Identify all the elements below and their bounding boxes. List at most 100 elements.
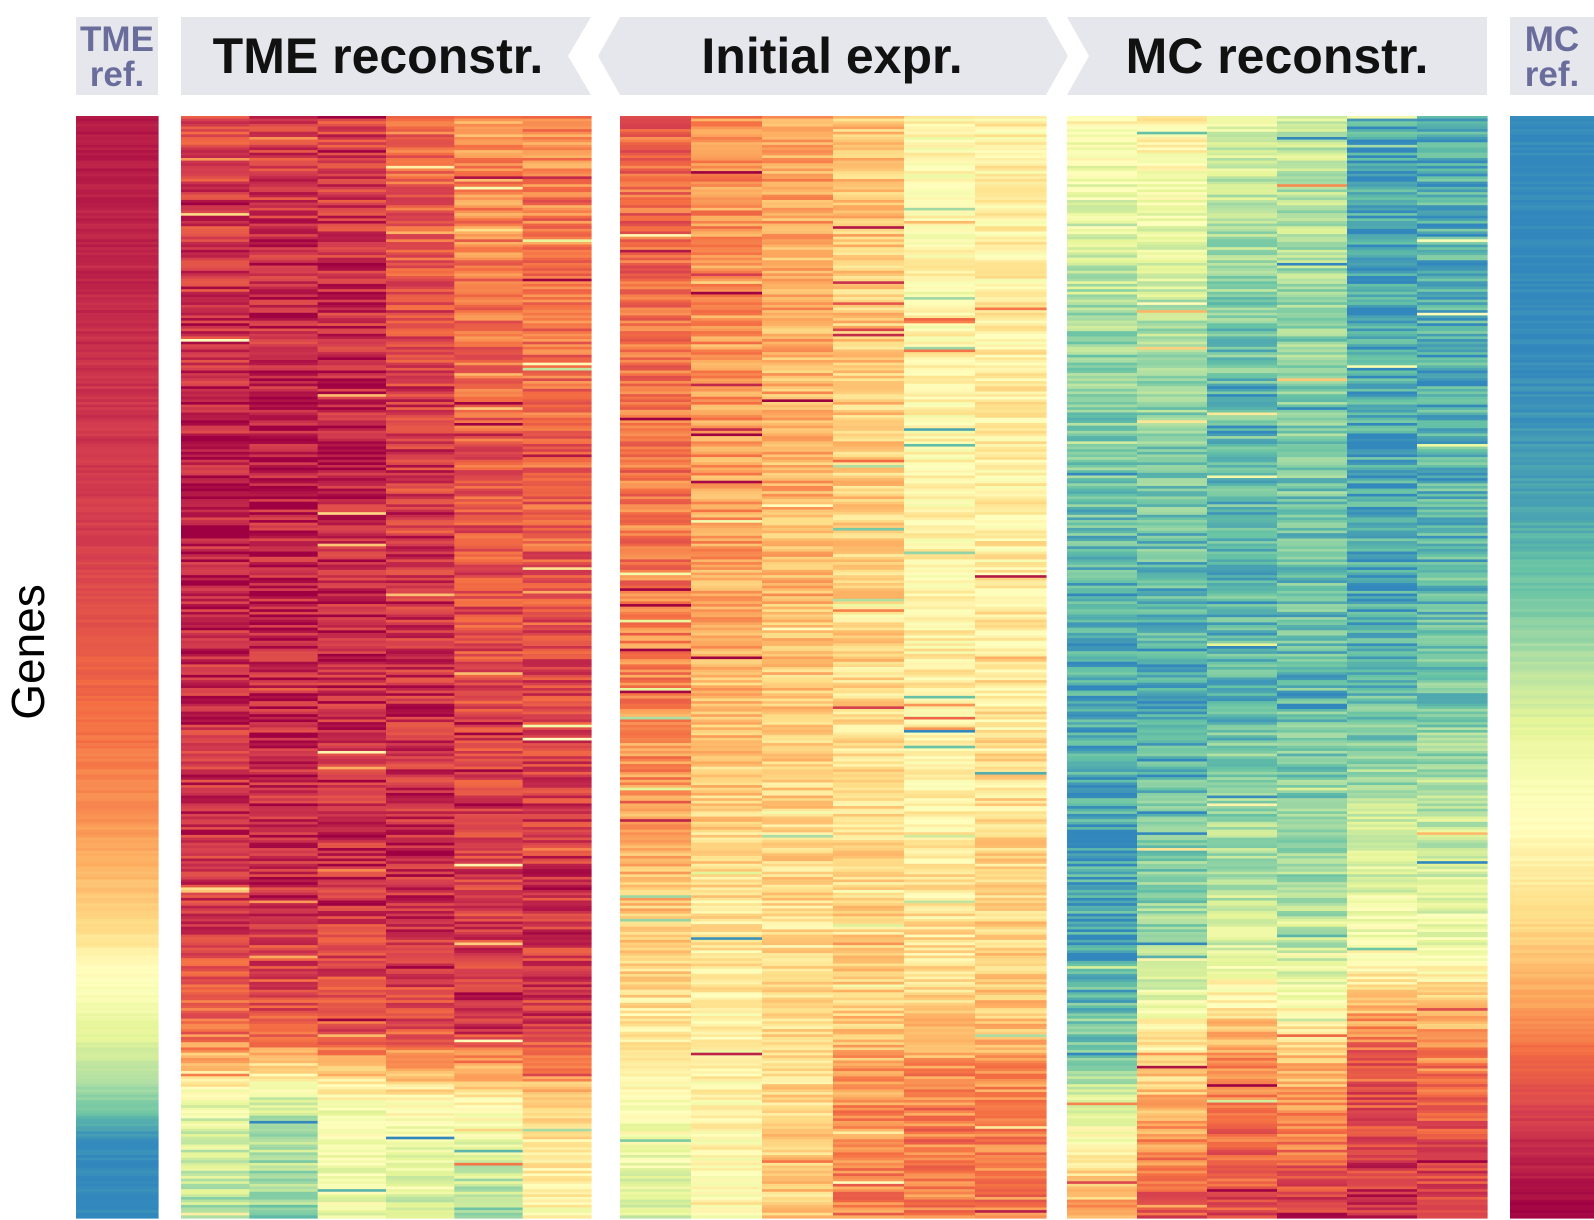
- heatmap-cell: [181, 472, 250, 477]
- heatmap-cell: [386, 842, 455, 847]
- heatmap-cell: [620, 861, 692, 865]
- heatmap-cell: [833, 716, 905, 721]
- heatmap-cell: [317, 690, 387, 694]
- heatmap-cell: [249, 958, 319, 962]
- heatmap-cell: [454, 1023, 524, 1028]
- heatmap-cell: [181, 556, 250, 561]
- heatmap-cell: [691, 367, 763, 372]
- heatmap-cell: [522, 963, 592, 967]
- heatmap-cell: [620, 409, 692, 414]
- heatmap-cell: [454, 850, 524, 854]
- heatmap-cell: [386, 163, 455, 167]
- heatmap-cell: [833, 328, 905, 332]
- heatmap-cell: [249, 273, 319, 277]
- heatmap-cell: [904, 504, 976, 508]
- heatmap-cell: [76, 184, 159, 188]
- heatmap-cell: [454, 241, 524, 246]
- heatmap-cell: [762, 192, 834, 196]
- heatmap-cell: [833, 399, 905, 403]
- heatmap-cell: [249, 756, 319, 760]
- heatmap-cell: [904, 312, 976, 317]
- heatmap-cell: [386, 771, 455, 776]
- heatmap-cell: [386, 973, 455, 978]
- heatmap-cell: [249, 286, 319, 290]
- heatmap-cell: [691, 512, 763, 516]
- heatmap-cell: [181, 850, 250, 854]
- heatmap-cell: [181, 973, 250, 978]
- heatmap-cell: [691, 270, 763, 275]
- heatmap-cell: [691, 483, 763, 487]
- heatmap-cell: [454, 926, 524, 930]
- heatmap-cell: [454, 388, 524, 393]
- heatmap-cell: [620, 732, 692, 736]
- heatmap-cell: [762, 911, 834, 915]
- heatmap-cell: [691, 698, 763, 702]
- heatmap-cell: [691, 1060, 763, 1064]
- heatmap-cell: [691, 884, 763, 888]
- heatmap-cell: [386, 672, 455, 676]
- heatmap-cell: [833, 897, 905, 902]
- heatmap-cell: [620, 782, 692, 786]
- heatmap-cell: [181, 333, 250, 337]
- heatmap-cell: [522, 297, 592, 301]
- heatmap-cell: [181, 136, 250, 141]
- heatmap-cell: [386, 462, 455, 466]
- heatmap-cell: [454, 234, 524, 238]
- heatmap-cell: [522, 176, 592, 180]
- heatmap-cell: [833, 1152, 905, 1156]
- heatmap-cell: [181, 953, 250, 957]
- heatmap-cell: [522, 1081, 592, 1085]
- heatmap-cell: [691, 790, 763, 794]
- heatmap-cell: [181, 821, 250, 826]
- heatmap-cell: [691, 968, 763, 972]
- heatmap-cell: [833, 333, 905, 337]
- heatmap-cell: [386, 304, 455, 309]
- heatmap-cell: [522, 1136, 592, 1140]
- heatmap-cell: [691, 900, 763, 904]
- heatmap-cell: [317, 1050, 387, 1054]
- heatmap-cell: [181, 1181, 250, 1185]
- heatmap-cell: [833, 577, 905, 582]
- heatmap-cell: [691, 304, 763, 309]
- heatmap-cell: [904, 522, 976, 526]
- heatmap-cell: [386, 769, 455, 773]
- heatmap-cell: [691, 199, 763, 204]
- heatmap-cell: [317, 506, 387, 511]
- heatmap-cell: [386, 386, 455, 390]
- heatmap-cell: [904, 184, 976, 188]
- heatmap-cell: [620, 1089, 692, 1093]
- heatmap-cell: [249, 876, 319, 881]
- heatmap-cell: [904, 785, 976, 789]
- heatmap-cell: [762, 357, 834, 361]
- heatmap-cell: [762, 609, 834, 613]
- heatmap-cell: [76, 771, 159, 776]
- heatmap-cell: [620, 420, 692, 424]
- heatmap-cell: [691, 693, 763, 697]
- heatmap-cell: [620, 1039, 692, 1043]
- heatmap-cell: [317, 1063, 387, 1067]
- heatmap-cell: [522, 1023, 592, 1028]
- heatmap-cell: [181, 265, 250, 269]
- heatmap-cell: [249, 472, 319, 477]
- heatmap-cell: [454, 1065, 524, 1070]
- heatmap-cell: [691, 1189, 763, 1193]
- heatmap-cell: [386, 619, 455, 623]
- heatmap-cell: [317, 840, 387, 844]
- heatmap-cell: [691, 945, 763, 949]
- heatmap-cell: [833, 186, 905, 191]
- heatmap-cell: [317, 223, 387, 227]
- heatmap-cell: [691, 853, 763, 857]
- heatmap-cell: [181, 1086, 250, 1091]
- heatmap-cell: [386, 1036, 455, 1041]
- heatmap-cell: [386, 454, 455, 458]
- heatmap-cell: [249, 611, 319, 616]
- heatmap-cell: [249, 953, 319, 957]
- heatmap-cell: [833, 1052, 905, 1056]
- heatmap-cell: [620, 533, 692, 537]
- heatmap-cell: [76, 430, 159, 435]
- heatmap-cell: [522, 979, 592, 983]
- heatmap-cell: [249, 134, 319, 138]
- heatmap-cell: [76, 1052, 159, 1056]
- heatmap-cell: [691, 556, 763, 561]
- heatmap-cell: [76, 538, 159, 542]
